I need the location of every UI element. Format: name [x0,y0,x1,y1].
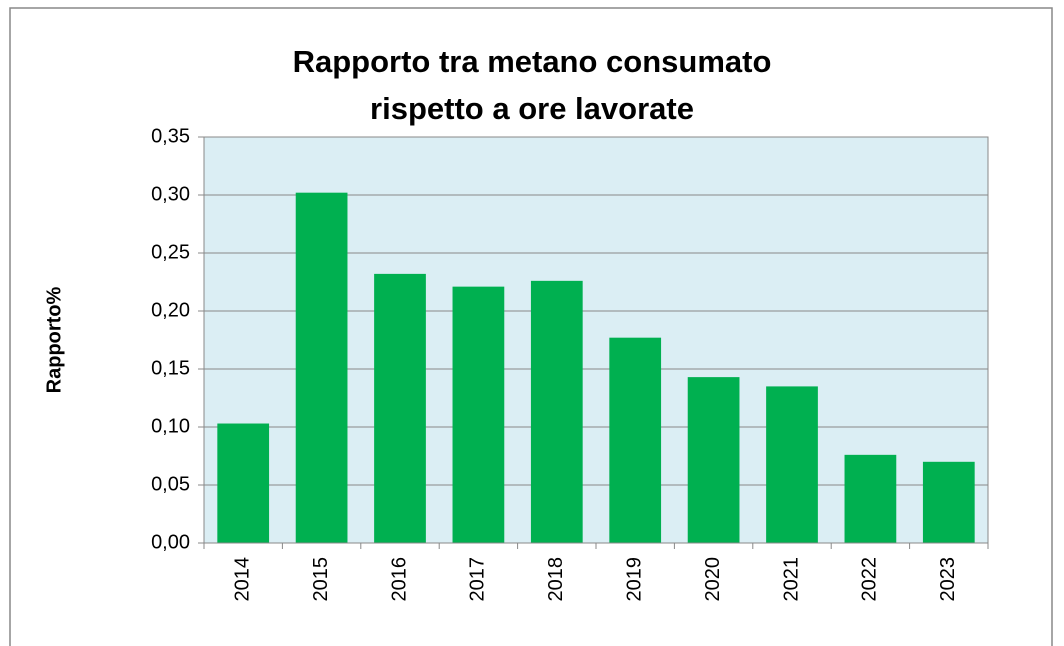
x-tick-label: 2014 [231,557,253,602]
y-tick-label: 0,05 [151,473,190,495]
x-tick-label: 2015 [310,557,332,602]
y-tick-label: 0,00 [151,531,190,553]
x-tick-label: 2017 [467,557,489,602]
y-tick-label: 0,15 [151,357,190,379]
bar [609,337,662,543]
bar [766,386,818,543]
y-axis-label: Rapporto% [43,286,65,393]
x-tick-label: 2023 [937,557,959,602]
chart-title: Rapporto tra metano consumato rispetto a… [292,44,772,126]
bar [687,377,740,543]
x-tick-label: 2022 [859,557,881,602]
y-tick-label: 0,35 [151,125,190,147]
x-tick-label: 2021 [780,557,802,602]
bar [922,461,975,543]
y-tick-label: 0,20 [151,299,190,321]
bar [374,273,426,543]
bar [452,286,505,543]
x-tick-label: 2018 [545,557,567,602]
bar [295,192,348,543]
x-tick-label: 2019 [623,557,645,602]
bar [217,423,270,543]
y-tick-label: 0,25 [151,241,190,263]
bar [844,454,897,543]
bar [530,280,583,543]
y-tick-label: 0,10 [151,415,190,437]
x-tick-label: 2016 [388,557,410,602]
x-tick-label: 2020 [702,557,724,602]
y-tick-label: 0,30 [151,183,190,205]
